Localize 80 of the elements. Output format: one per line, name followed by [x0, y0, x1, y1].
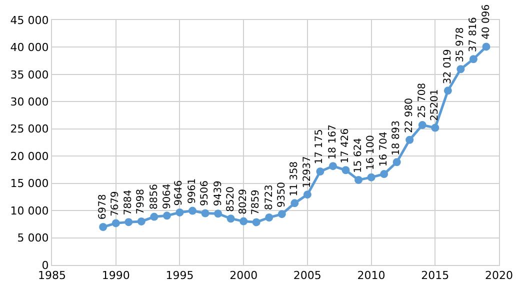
data-label: 7679 — [110, 191, 122, 217]
y-tick-label: 45 000 — [10, 14, 49, 27]
data-label: 9646 — [174, 180, 185, 206]
point — [278, 210, 286, 218]
data-label: 9961 — [187, 178, 198, 204]
data-label: 8029 — [238, 188, 249, 214]
data-label: 9506 — [200, 180, 211, 206]
data-label: 9064 — [162, 184, 173, 210]
point — [137, 217, 146, 226]
point — [162, 212, 171, 220]
data-label: 16 100 — [365, 135, 376, 170]
y-tick-label: 5 000 — [17, 232, 49, 245]
point — [328, 162, 337, 170]
point — [469, 55, 478, 64]
point — [240, 217, 248, 226]
data-label: 40 096 — [481, 4, 492, 40]
point — [316, 167, 324, 176]
x-tick-label: 1990 — [102, 269, 130, 282]
point — [112, 219, 120, 228]
data-label: 15 624 — [353, 138, 364, 173]
y-tick-label: 10 000 — [10, 204, 49, 218]
point — [367, 173, 376, 182]
x-tick-label: 2020 — [485, 269, 513, 282]
point — [380, 170, 388, 178]
point — [124, 218, 133, 226]
point — [303, 190, 312, 199]
data-label: 17 426 — [340, 128, 352, 164]
point — [176, 208, 184, 216]
point — [226, 214, 235, 223]
y-tick-label: 40 000 — [10, 41, 49, 54]
y-tick-label: 20 000 — [10, 150, 49, 163]
data-label: 6978 — [98, 194, 109, 220]
data-label: 25 708 — [416, 82, 428, 118]
data-label: 18 893 — [391, 120, 402, 156]
x-tick-label: 2005 — [293, 269, 322, 282]
point — [201, 209, 210, 218]
x-tick-label: 2015 — [421, 269, 450, 282]
point — [214, 210, 222, 218]
data-label: 17 175 — [314, 129, 326, 164]
point — [392, 158, 401, 166]
point — [354, 176, 363, 184]
point — [150, 212, 158, 221]
data-label: 16 704 — [378, 132, 390, 167]
point — [482, 42, 490, 51]
data-label: 9350 — [276, 182, 288, 208]
point — [444, 86, 452, 95]
data-label: 18 167 — [327, 124, 338, 160]
y-tick-label: 35 000 — [10, 68, 49, 82]
data-label: 8520 — [226, 186, 237, 212]
data-label: 7884 — [123, 190, 134, 216]
point — [418, 121, 426, 130]
point — [406, 136, 414, 144]
data-label: 7859 — [250, 190, 262, 216]
data-label: 32 019 — [442, 49, 454, 84]
data-label: 22 980 — [404, 98, 416, 133]
point — [290, 199, 299, 208]
data-label: 35 978 — [455, 27, 466, 62]
y-tick-label: 0 — [42, 258, 49, 272]
point — [431, 124, 440, 132]
point — [252, 218, 260, 226]
point — [99, 223, 108, 232]
x-tick-label: 1995 — [166, 269, 194, 282]
data-label: 9439 — [212, 180, 224, 206]
point — [265, 214, 274, 222]
data-label: 7998 — [135, 188, 146, 214]
point — [456, 65, 465, 74]
data-label: 37 816 — [468, 17, 479, 52]
x-tick-label: 2000 — [230, 269, 258, 282]
x-tick-label: 2010 — [357, 269, 386, 282]
x-tick-label: 1985 — [38, 269, 66, 282]
y-tick-label: 15 000 — [10, 177, 49, 190]
point — [188, 206, 196, 215]
data-label: 8856 — [148, 184, 160, 210]
point — [342, 166, 350, 174]
data-label: 25201 — [429, 89, 440, 121]
data-label: 11 358 — [289, 161, 300, 196]
data-label: 12937 — [302, 156, 313, 188]
data-label: 8723 — [264, 184, 276, 210]
y-tick-label: 25 000 — [10, 122, 49, 136]
y-tick-label: 30 000 — [10, 96, 49, 109]
